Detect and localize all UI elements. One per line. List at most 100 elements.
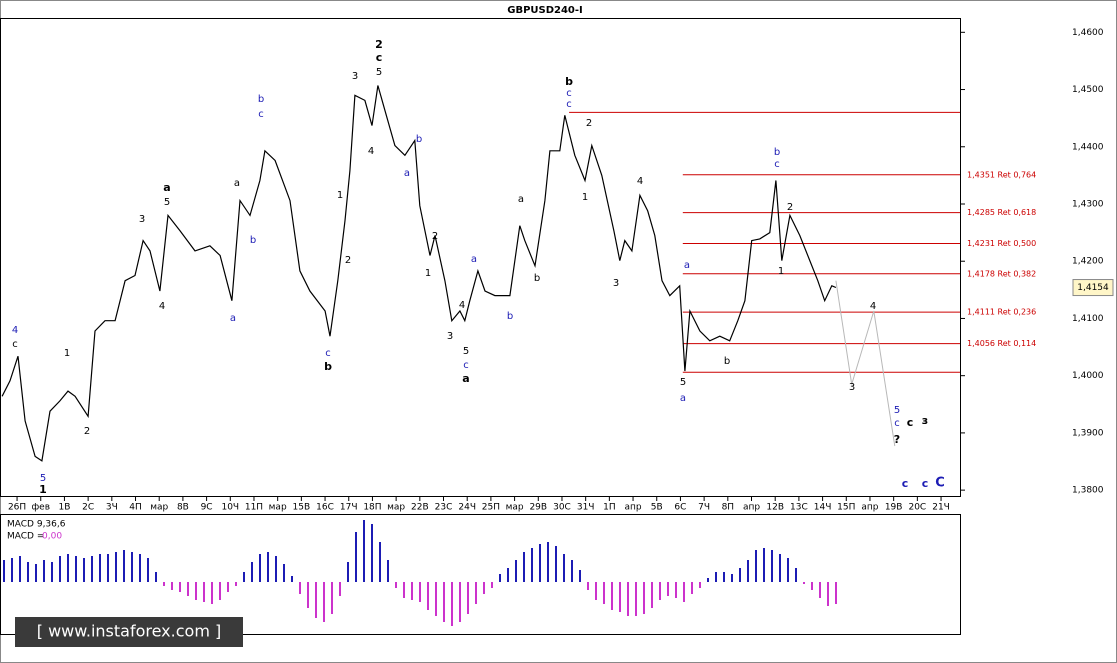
x-tick-label: 26П: [8, 503, 26, 513]
wave-label: c: [566, 99, 572, 110]
x-tick-label: 1В: [58, 503, 70, 513]
x-tick-label: 6С: [674, 503, 686, 513]
macd-bar: [659, 582, 661, 600]
macd-bar: [251, 562, 253, 582]
plot-frame: [0, 18, 961, 497]
wave-label: b: [250, 235, 256, 246]
wave-label: c: [325, 348, 331, 359]
x-tick-label: апр: [861, 503, 878, 513]
macd-bar: [579, 570, 581, 582]
macd-bar: [355, 532, 357, 582]
macd-value-title: MACD =: [7, 532, 44, 542]
macd-bar: [11, 558, 13, 582]
x-tick-label: 13С: [790, 503, 808, 513]
x-tick-label: 3Ч: [106, 503, 118, 513]
wave-label: 1: [39, 483, 47, 496]
x-tick-label: 4П: [129, 503, 142, 513]
macd-bar: [403, 582, 405, 598]
macd-bar: [155, 572, 157, 582]
macd-frame: [0, 514, 961, 635]
macd-bar: [283, 564, 285, 582]
wave-label: b: [416, 134, 422, 145]
macd-bar: [819, 582, 821, 598]
macd-bar: [275, 556, 277, 582]
macd-bar: [371, 524, 373, 582]
wave-label: 4: [159, 301, 165, 312]
macd-bar: [787, 558, 789, 582]
wave-label: c: [774, 159, 780, 170]
x-tick-label: 15П: [837, 503, 855, 513]
macd-bar: [27, 562, 29, 582]
x-tick-label: апр: [624, 503, 641, 513]
macd-bar: [411, 582, 413, 600]
macd-bar: [243, 572, 245, 582]
fib-label: 1,4056 Ret 0,114: [967, 339, 1036, 348]
macd-bar: [83, 558, 85, 582]
x-tick-label: 8П: [722, 503, 735, 513]
macd-bar: [75, 556, 77, 582]
y-tick-label: 1,4500: [1072, 85, 1104, 95]
macd-bar: [515, 560, 517, 582]
macd-bar: [587, 582, 589, 590]
macd-bar: [491, 582, 493, 588]
wave-label: c: [463, 360, 469, 371]
x-tick-label: 14Ч: [814, 503, 832, 513]
macd-bar: [755, 550, 757, 582]
macd-bar: [507, 568, 509, 582]
macd-bar: [467, 582, 469, 614]
wave-label: 5: [40, 473, 46, 484]
wave-label: b: [324, 360, 332, 373]
wave-label: 4: [368, 146, 374, 157]
wave-label: 5: [463, 346, 469, 357]
x-tick-label: 24Ч: [458, 503, 476, 513]
macd-bar: [651, 582, 653, 608]
watermark-box: [15, 617, 243, 647]
x-tick-label: 10Ч: [221, 503, 239, 513]
wave-label: 4: [870, 301, 876, 312]
wave-label: 2: [432, 231, 438, 242]
macd-bar: [163, 582, 165, 586]
wave-label: a: [462, 372, 469, 385]
x-tick-label: 15В: [293, 503, 311, 513]
macd-bar: [835, 582, 837, 604]
macd-bar: [739, 568, 741, 582]
x-tick-label: 7Ч: [698, 503, 710, 513]
macd-bar: [811, 582, 813, 590]
wave-label: 3: [139, 214, 145, 225]
macd-bar: [571, 560, 573, 582]
wave-label: c: [12, 339, 18, 350]
macd-bar: [603, 582, 605, 604]
x-tick-label: 21Ч: [932, 503, 950, 513]
wave-label: 3: [849, 382, 855, 393]
price-line: [835, 280, 896, 447]
macd-bar: [419, 582, 421, 602]
chart-title: GBPUSD240-I: [507, 5, 583, 16]
wave-label: a: [680, 393, 686, 404]
x-tick-label: 16С: [316, 503, 334, 513]
macd-bar: [347, 562, 349, 582]
macd-bar: [379, 542, 381, 582]
macd-bar: [539, 544, 541, 582]
x-tick-label: 5В: [651, 503, 663, 513]
wave-label: 1: [337, 190, 343, 201]
wave-label: C: [935, 476, 945, 491]
macd-bar: [779, 554, 781, 582]
x-tick-label: 25П: [482, 503, 500, 513]
macd-bar: [363, 520, 365, 582]
macd-bar: [323, 582, 325, 622]
wave-label: c: [894, 418, 900, 429]
macd-bar: [803, 582, 805, 584]
x-tick-label: мар: [150, 503, 168, 513]
macd-bar: [339, 582, 341, 596]
wave-label: 2: [375, 38, 383, 51]
macd-bar: [731, 574, 733, 582]
y-tick-label: 1,4000: [1072, 371, 1104, 381]
macd-bar: [219, 582, 221, 600]
wave-label: c: [376, 51, 383, 64]
wave-label: 2: [787, 202, 793, 213]
fib-label: 1,4178 Ret 0,382: [967, 269, 1036, 278]
y-tick-label: 1,4100: [1072, 314, 1104, 324]
macd-bar: [315, 582, 317, 618]
y-tick-label: 1,4600: [1072, 28, 1104, 38]
macd-bar: [147, 558, 149, 582]
